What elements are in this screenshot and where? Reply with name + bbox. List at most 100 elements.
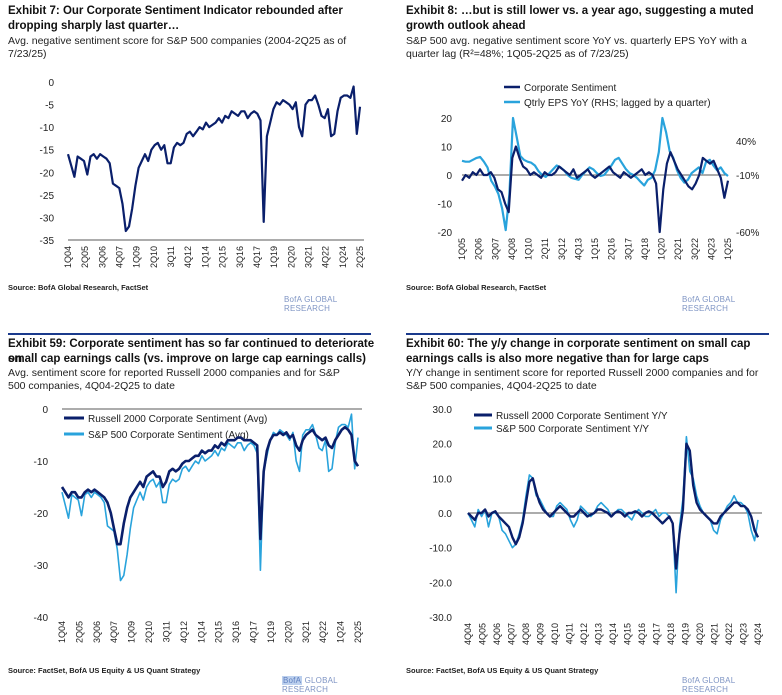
exhibit-59-y-tick-label: -10 [34, 457, 49, 468]
exhibit-60-title-line2: earnings calls is also more negative tha… [406, 353, 709, 365]
exhibit-8-x-tick-label: 1Q05 [457, 238, 467, 260]
exhibit-7-x-tick-label: 1Q19 [269, 246, 279, 268]
exhibit-8-x-tick-label: 4Q08 [507, 238, 517, 260]
exhibit-7-x-tick-label: 2Q15 [218, 246, 228, 268]
exhibit-8-x-tick-label: 3Q22 [690, 238, 700, 260]
exhibit-8-subtitle-line2: quarter lag (R²=48%; 1Q05-2Q25 as of 7/2… [406, 48, 629, 60]
exhibit-7-x-tick-label: 1Q04 [63, 246, 73, 268]
exhibit-8-y-tick-label: 20 [441, 114, 453, 125]
exhibit-59-x-tick-label: 2Q15 [214, 621, 224, 643]
exhibit-59-x-tick-label: 1Q14 [196, 621, 206, 643]
exhibit-59-x-tick-label: 3Q11 [161, 621, 171, 642]
exhibit-59-x-tick-label: 1Q04 [57, 621, 67, 643]
exhibit-7-y-tick-label: -30 [40, 213, 55, 224]
exhibit-7-x-tick-label: 3Q06 [97, 246, 107, 268]
exhibit-7-x-tick-label: 1Q09 [132, 246, 142, 268]
exhibit-59-x-tick-label: 4Q12 [179, 621, 189, 643]
exhibit-8-x-tick-label: 2Q16 [607, 238, 617, 260]
exhibit-59-x-tick-label: 1Q19 [266, 621, 276, 643]
exhibit-59-x-tick-label: 4Q07 [109, 621, 119, 643]
exhibit-60-x-tick-label: 4Q15 [623, 623, 633, 645]
exhibit-7-x-tick-label: 3Q11 [166, 246, 176, 267]
exhibit-8-x-tick-label: 1Q10 [524, 238, 534, 260]
exhibit-59-title-line1: Exhibit 59: Corporate sentiment has so f… [8, 338, 375, 365]
exhibit-8-x-tick-label: 1Q25 [723, 238, 733, 260]
exhibit-60-y-tick-label: 0.0 [438, 509, 452, 520]
exhibit-59-y-tick-label: -40 [34, 613, 49, 624]
exhibit-8-legend-label: Corporate Sentiment [524, 83, 616, 94]
exhibit-8-x-tick-label: 3Q17 [623, 238, 633, 260]
exhibit-59-y-tick-label: 0 [42, 405, 48, 416]
exhibit-60-source: Source: FactSet, BofA US Equity & US Qua… [406, 666, 599, 675]
exhibit-60-x-tick-label: 4Q20 [695, 623, 705, 645]
exhibit-7-y-tick-label: -5 [45, 101, 54, 112]
exhibit-60-x-tick-label: 4Q04 [463, 623, 473, 645]
exhibit-7-brand: BofA GLOBAL RESEARCH [284, 295, 338, 313]
exhibit-7-x-tick-label: 2Q10 [149, 246, 159, 268]
exhibit-59-x-tick-label: 2Q25 [353, 621, 363, 643]
exhibit-59-legend-label: Russell 2000 Corporate Sentiment (Avg) [88, 414, 267, 425]
exhibit-60-top-rule [406, 333, 769, 335]
exhibit-60-title-line1: Exhibit 60: The y/y change in corporate … [406, 338, 751, 350]
exhibit-8-legend-label: Qtrly EPS YoY (RHS; lagged by a quarter) [524, 98, 711, 109]
exhibit-59-x-tick-label: 2Q05 [74, 621, 84, 643]
exhibit-60-x-tick-label: 4Q12 [579, 623, 589, 645]
exhibit-59-y-tick-label: -20 [34, 509, 49, 520]
exhibit-8-y-tick-label: -20 [438, 228, 453, 239]
exhibit-7-x-tick-label: 4Q17 [252, 246, 262, 268]
exhibit-8-x-tick-label: 2Q21 [673, 238, 683, 260]
exhibit-7-chart: 0 -5 -10 -15 -20 -25 -30 -35 1Q04 2Q05 3Q06 4Q07 1Q0… [40, 78, 365, 268]
exhibit-60-y-tick-label: 10.0 [433, 474, 453, 485]
exhibit-7-x-tick-label: 2Q20 [286, 246, 296, 268]
exhibit-8-y-tick-label: 0 [446, 171, 452, 182]
exhibit-60-x-tick-label: 4Q08 [521, 623, 531, 645]
exhibit-7-x-tick-label: 3Q16 [235, 246, 245, 268]
exhibit-7-x-tick-label: 3Q21 [303, 246, 313, 268]
exhibit-60-x-tick-label: 4Q23 [739, 623, 749, 645]
exhibit-7-y-tick-label: -15 [40, 146, 55, 157]
exhibit-60-x-tick-label: 4Q09 [536, 623, 546, 645]
exhibit-7-x-tick-label: 1Q14 [200, 246, 210, 268]
exhibit-59-brand-highlight: BofA [282, 676, 303, 685]
exhibit-60-x-tick-label: 4Q21 [710, 623, 720, 645]
exhibit-59-x-tick-label: 1Q09 [127, 621, 137, 643]
exhibit-7-series-line [66, 85, 362, 233]
exhibit-7-x-tick-label: 4Q22 [321, 246, 331, 268]
exhibit-8-sentiment-line [461, 145, 730, 234]
exhibit-8-eps-line [461, 116, 729, 232]
exhibit-59-legend-label: S&P 500 Corporate Sentiment (Avg) [88, 430, 249, 441]
exhibit-60-x-tick-label: 4Q06 [492, 623, 502, 645]
exhibit-8-x-tick-label: 2Q11 [540, 238, 550, 259]
exhibit-60-subtitle-line1: Y/Y change in sentiment score for report… [406, 367, 759, 379]
exhibit-60-brand: BofA GLOBAL RESEARCH [682, 676, 736, 694]
exhibit-8-x-tick-label: 3Q07 [490, 238, 500, 260]
exhibit-8-y2-tick-label: 40% [736, 137, 756, 148]
exhibit-7-title: Exhibit 7: Our Corporate Sentiment Indic… [8, 5, 343, 32]
exhibit-60-x-tick-label: 4Q05 [478, 623, 488, 645]
exhibit-8-x-tick-label: 4Q18 [640, 238, 650, 260]
exhibit-7-x-tick-label: 2Q05 [80, 246, 90, 268]
exhibit-60-y-tick-label: 30.0 [433, 405, 453, 416]
exhibit-8-x-tick-label: 2Q06 [474, 238, 484, 260]
exhibit-59-subtitle-line2: 500 companies, 4Q04-2Q25 to date [8, 380, 175, 392]
exhibit-60-x-tick-label: 4Q07 [507, 623, 517, 645]
exhibit-60-y-tick-label: -30.0 [429, 613, 452, 624]
exhibit-59-top-rule [8, 333, 371, 335]
exhibit-60-y-tick-label: -10.0 [429, 544, 452, 555]
exhibit-7-x-tick-label: 1Q24 [338, 246, 348, 268]
exhibit-8-chart: 20 10 0 -10 -20 40% -10% -60% 1Q05 2Q06 3Q07 4Q08 1Q… [438, 83, 760, 260]
exhibit-60-russell-line [467, 442, 760, 570]
exhibit-60-x-tick-label: 4Q22 [724, 623, 734, 645]
exhibit-59-x-tick-label: 4Q22 [318, 621, 328, 643]
exhibit-8-brand: BofA GLOBAL RESEARCH [682, 295, 736, 313]
exhibit-8-y2-tick-label: -60% [736, 228, 759, 239]
exhibit-8-x-tick-label: 1Q20 [657, 238, 667, 260]
exhibit-7-y-tick-label: -10 [40, 123, 55, 134]
exhibit-8-title: Exhibit 8: …but is still lower vs. a yea… [406, 5, 754, 32]
exhibit-59-brand: BofA GLOBAL RESEARCH [282, 676, 378, 694]
exhibit-7-y-tick-label: -25 [40, 191, 55, 202]
exhibit-60-subtitle-line2: S&P 500 companies, 4Q04-2Q25 to date [406, 380, 597, 392]
exhibit-59-chart: 0 -10 -20 -30 -40 1Q04 2Q05 3Q06 4Q07 1Q09 2Q10 3Q1… [34, 405, 363, 643]
exhibit-60-y-tick-label: -20.0 [429, 578, 452, 589]
exhibit-60-x-tick-label: 4Q13 [594, 623, 604, 645]
